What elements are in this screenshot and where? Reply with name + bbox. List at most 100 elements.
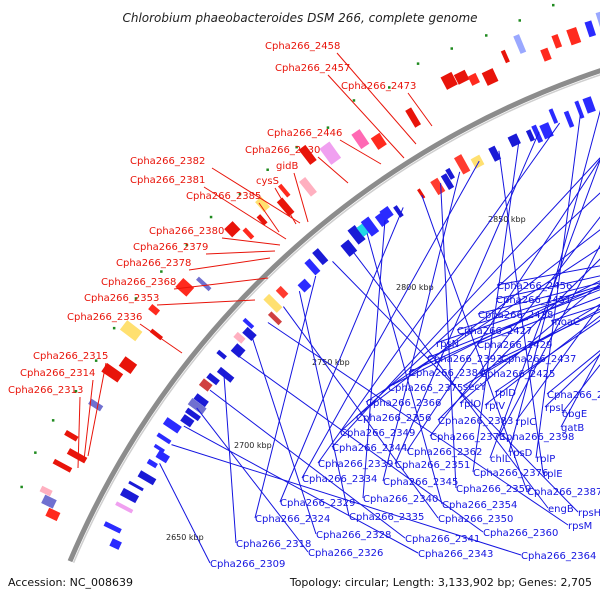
- forward-gene-block: [224, 221, 241, 238]
- gene-label[interactable]: Cpha266_2335: [349, 512, 424, 523]
- gene-label[interactable]: Cpha266_2340: [363, 494, 438, 505]
- gene-label[interactable]: Cpha266_2473: [341, 81, 416, 92]
- gene-label[interactable]: secY: [463, 382, 487, 393]
- gene-label[interactable]: Cpha266_2318: [236, 539, 311, 550]
- gene-label[interactable]: moaC: [551, 317, 580, 328]
- gene-label[interactable]: Cpha266_2381: [130, 175, 205, 186]
- gc-marker: [74, 390, 78, 393]
- gene-label[interactable]: Cpha266_2315: [33, 351, 108, 362]
- forward-gene-block: [566, 26, 582, 46]
- gene-label[interactable]: Cpha266_2382: [130, 156, 205, 167]
- gene-label[interactable]: rpsN: [436, 339, 459, 350]
- reverse-gene-block: [440, 173, 455, 190]
- gene-label[interactable]: rpsH: [578, 508, 600, 519]
- forward-gene-block: [453, 69, 470, 85]
- gene-label[interactable]: Cpha266_2376: [473, 468, 548, 479]
- gene-label[interactable]: Cpha266_2329: [280, 498, 355, 509]
- gene-label[interactable]: Cpha266_2429: [477, 340, 552, 351]
- gene-label[interactable]: Cpha266_2378: [116, 258, 191, 269]
- reverse-leader-line: [508, 109, 600, 453]
- gene-label[interactable]: Cpha266_2339: [318, 459, 393, 470]
- gene-label[interactable]: rplE: [543, 469, 563, 480]
- gene-label[interactable]: Cpha266_2366: [366, 398, 441, 409]
- gene-label[interactable]: Cpha266_2458: [265, 41, 340, 52]
- gene-label[interactable]: Cpha266_2345: [383, 477, 458, 488]
- forward-leader-line: [211, 167, 301, 224]
- gene-label[interactable]: Cpha266_2385: [186, 191, 261, 202]
- gc-marker: [160, 270, 163, 273]
- gene-label[interactable]: Cpha266_2362: [407, 447, 482, 458]
- gene-label[interactable]: Cpha266_2334: [302, 474, 377, 485]
- gene-label[interactable]: Cpha266_2384: [409, 368, 484, 379]
- gene-label[interactable]: rpsM: [568, 521, 592, 532]
- gene-label[interactable]: gidB: [276, 161, 298, 172]
- gene-label[interactable]: Cpha266_2451: [496, 295, 571, 306]
- backbone-highlight: [72, 74, 600, 563]
- gene-label[interactable]: Cpha266_2313: [8, 385, 83, 396]
- reverse-leader-line: [387, 280, 600, 388]
- gene-label[interactable]: rplP: [536, 454, 555, 465]
- reverse-gene-block: [153, 443, 165, 453]
- gene-label[interactable]: Cpha266_2446: [267, 128, 342, 139]
- gene-label[interactable]: rplO: [460, 399, 481, 410]
- gene-label[interactable]: Cpha266_2375: [388, 383, 463, 394]
- gene-label[interactable]: Cpha266_2353: [84, 293, 159, 304]
- gene-label[interactable]: Cpha266_2341: [405, 534, 480, 545]
- forward-gene-block: [351, 129, 370, 150]
- gene-label[interactable]: chlL: [490, 454, 511, 465]
- forward-gene-block: [319, 141, 342, 165]
- gene-label[interactable]: Cpha266_2343: [418, 549, 493, 560]
- gene-label[interactable]: Cpha266_2351: [395, 460, 470, 471]
- gene-label[interactable]: Cpha266_2359: [456, 484, 531, 495]
- gene-label[interactable]: rpsD: [509, 448, 533, 459]
- gene-label[interactable]: Cpha266_2328: [316, 530, 391, 541]
- reverse-leader-line: [546, 350, 600, 395]
- gene-label[interactable]: gatB: [561, 423, 584, 434]
- gene-label[interactable]: Cpha266_2434: [547, 390, 600, 401]
- gene-label[interactable]: Cpha266_2425: [480, 369, 555, 380]
- gene-label[interactable]: Cpha266_2324: [255, 514, 330, 525]
- gene-label[interactable]: Cpha266_2427: [457, 326, 532, 337]
- gc-marker: [450, 47, 453, 50]
- gene-label[interactable]: Cpha266_2364: [521, 551, 596, 562]
- gene-label[interactable]: Cpha266_2387: [527, 487, 600, 498]
- gene-label[interactable]: rplD: [495, 388, 516, 399]
- gene-label[interactable]: Cpha266_2398: [499, 432, 574, 443]
- reverse-gene-block: [146, 458, 158, 469]
- gene-label[interactable]: rpsL: [545, 403, 567, 414]
- gc-marker: [416, 62, 420, 65]
- gene-label[interactable]: Cpha266_2438: [478, 310, 553, 321]
- forward-leader-line: [407, 92, 433, 127]
- gene-label[interactable]: Cpha266_2383: [438, 416, 513, 427]
- gene-label[interactable]: rplC: [516, 417, 536, 428]
- gene-label[interactable]: Cpha266_2380: [149, 226, 224, 237]
- gene-label[interactable]: Cpha266_2393: [427, 354, 502, 365]
- gc-marker: [352, 99, 356, 102]
- gene-label[interactable]: Cpha266_2350: [438, 514, 513, 525]
- gene-label[interactable]: Cpha266_2437: [501, 354, 576, 365]
- gene-label[interactable]: Cpha266_2326: [308, 548, 383, 559]
- gene-label[interactable]: engB: [548, 504, 574, 515]
- gene-label[interactable]: Cpha266_2430: [245, 145, 320, 156]
- forward-leader-line: [274, 187, 297, 225]
- gene-label[interactable]: Cpha266_2349: [340, 428, 415, 439]
- reverse-gene-block: [242, 326, 257, 342]
- gene-label[interactable]: Cpha266_2379: [133, 242, 208, 253]
- gene-label[interactable]: Cpha266_2354: [442, 500, 517, 511]
- gene-label[interactable]: Cpha266_2314: [20, 368, 95, 379]
- gene-label[interactable]: Cpha266_2457: [275, 63, 350, 74]
- gene-label[interactable]: Cpha266_2456: [497, 281, 572, 292]
- gene-label[interactable]: Cpha266_2309: [210, 559, 285, 570]
- gc-marker: [295, 145, 298, 149]
- forward-gene-block: [440, 71, 458, 90]
- gene-label[interactable]: rplV: [485, 401, 505, 412]
- gene-label[interactable]: Cpha266_2368: [101, 277, 176, 288]
- gene-label[interactable]: cysS: [256, 176, 279, 187]
- gene-label[interactable]: Cpha266_2360: [483, 528, 558, 539]
- gene-label[interactable]: Cpha266_2336: [67, 312, 142, 323]
- gene-label[interactable]: obgE: [562, 409, 587, 420]
- gene-label[interactable]: Cpha266_2373: [430, 432, 505, 443]
- gene-label[interactable]: Cpha266_2356: [356, 413, 431, 424]
- reverse-leader-line: [476, 296, 600, 345]
- gene-label[interactable]: Cpha266_2344: [332, 443, 407, 454]
